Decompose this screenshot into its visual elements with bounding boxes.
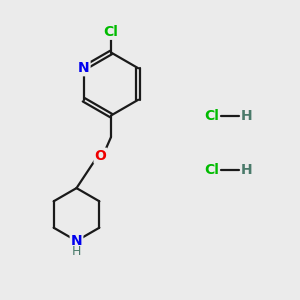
Text: Cl: Cl — [204, 163, 219, 176]
Text: Cl: Cl — [103, 25, 118, 39]
Text: O: O — [94, 149, 106, 163]
Text: N: N — [71, 234, 82, 248]
Text: H: H — [241, 109, 252, 122]
Text: Cl: Cl — [204, 109, 219, 122]
Text: H: H — [72, 245, 81, 258]
Text: H: H — [241, 163, 252, 176]
Text: N: N — [78, 61, 89, 75]
